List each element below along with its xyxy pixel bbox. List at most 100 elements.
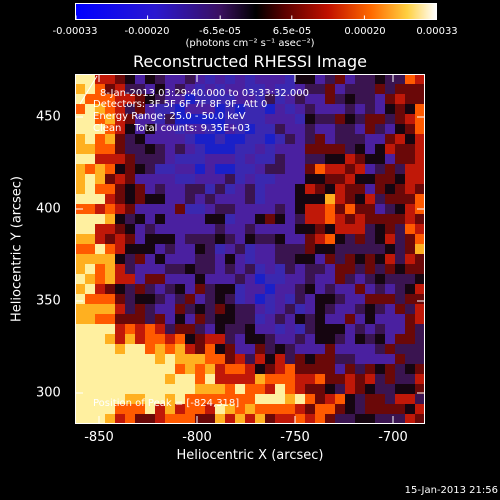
image-pixel: [345, 384, 355, 394]
image-pixel: [225, 274, 235, 284]
image-pixel: [165, 334, 175, 344]
image-pixel: [225, 174, 235, 184]
image-pixel: [215, 84, 225, 94]
image-pixel: [275, 194, 285, 204]
image-pixel: [335, 214, 345, 224]
image-pixel: [195, 174, 205, 184]
image-pixel: [245, 384, 255, 394]
image-pixel: [255, 114, 265, 124]
image-pixel: [385, 104, 395, 114]
image-pixel: [365, 404, 375, 414]
image-pixel: [225, 94, 235, 104]
image-pixel: [335, 344, 345, 354]
image-pixel: [325, 404, 335, 414]
image-pixel: [355, 234, 365, 244]
image-pixel: [185, 174, 195, 184]
image-pixel: [245, 254, 255, 264]
image-pixel: [195, 394, 205, 404]
image-pixel: [115, 224, 125, 234]
image-pixel: [305, 384, 315, 394]
image-pixel: [385, 144, 395, 154]
image-pixel: [295, 204, 305, 214]
image-pixel: [125, 284, 135, 294]
image-pixel: [285, 234, 295, 244]
image-pixel: [75, 394, 85, 404]
image-pixel: [105, 134, 115, 144]
image-pixel: [295, 84, 305, 94]
image-pixel: [105, 174, 115, 184]
x-tick-label: -850: [84, 430, 114, 445]
image-pixel: [385, 114, 395, 124]
image-pixel: [105, 394, 115, 404]
image-pixel: [405, 164, 415, 174]
image-pixel: [215, 334, 225, 344]
image-pixel: [115, 84, 125, 94]
image-pixel: [325, 234, 335, 244]
image-pixel: [215, 104, 225, 114]
image-pixel: [345, 74, 355, 84]
image-pixel: [415, 164, 425, 174]
image-pixel: [415, 364, 425, 374]
image-pixel: [395, 284, 405, 294]
image-pixel: [325, 84, 335, 94]
image-pixel: [145, 154, 155, 164]
image-pixel: [325, 314, 335, 324]
image-pixel: [405, 284, 415, 294]
image-pixel: [255, 264, 265, 274]
image-pixel: [295, 114, 305, 124]
image-pixel: [125, 224, 135, 234]
image-pixel: [135, 364, 145, 374]
image-pixel: [95, 144, 105, 154]
image-pixel: [375, 274, 385, 284]
image-pixel: [365, 384, 375, 394]
image-pixel: [165, 154, 175, 164]
image-pixel: [155, 114, 165, 124]
image-pixel: [215, 294, 225, 304]
image-pixel: [115, 134, 125, 144]
image-pixel: [145, 384, 155, 394]
image-pixel: [305, 324, 315, 334]
image-pixel: [315, 314, 325, 324]
image-pixel: [275, 294, 285, 304]
image-pixel: [75, 164, 85, 174]
image-pixel: [145, 394, 155, 404]
image-pixel: [295, 214, 305, 224]
image-pixel: [255, 364, 265, 374]
image-pixel: [145, 334, 155, 344]
image-pixel: [345, 144, 355, 154]
image-pixel: [235, 74, 245, 84]
image-pixel: [215, 394, 225, 404]
image-pixel: [265, 184, 275, 194]
image-pixel: [315, 344, 325, 354]
image-pixel: [385, 264, 395, 274]
image-pixel: [385, 414, 395, 424]
image-pixel: [195, 84, 205, 94]
image-pixel: [335, 154, 345, 164]
image-pixel: [295, 264, 305, 274]
timestamp: 15-Jan-2013 21:56: [404, 485, 498, 496]
image-pixel: [115, 264, 125, 274]
image-pixel: [315, 144, 325, 154]
image-pixel: [105, 234, 115, 244]
image-pixel: [415, 174, 425, 184]
image-pixel: [205, 274, 215, 284]
image-pixel: [335, 224, 345, 234]
image-pixel: [305, 134, 315, 144]
image-pixel: [125, 234, 135, 244]
image-pixel: [325, 254, 335, 264]
image-pixel: [155, 84, 165, 94]
image-pixel: [335, 104, 345, 114]
image-pixel: [245, 364, 255, 374]
image-pixel: [415, 354, 425, 364]
image-pixel: [275, 324, 285, 334]
image-pixel: [105, 164, 115, 174]
image-pixel: [155, 314, 165, 324]
image-pixel: [345, 94, 355, 104]
image-pixel: [265, 244, 275, 254]
image-pixel: [205, 224, 215, 234]
image-pixel: [265, 194, 275, 204]
image-pixel: [345, 394, 355, 404]
image-pixel: [195, 144, 205, 154]
image-pixel: [165, 354, 175, 364]
image-pixel: [265, 254, 275, 264]
